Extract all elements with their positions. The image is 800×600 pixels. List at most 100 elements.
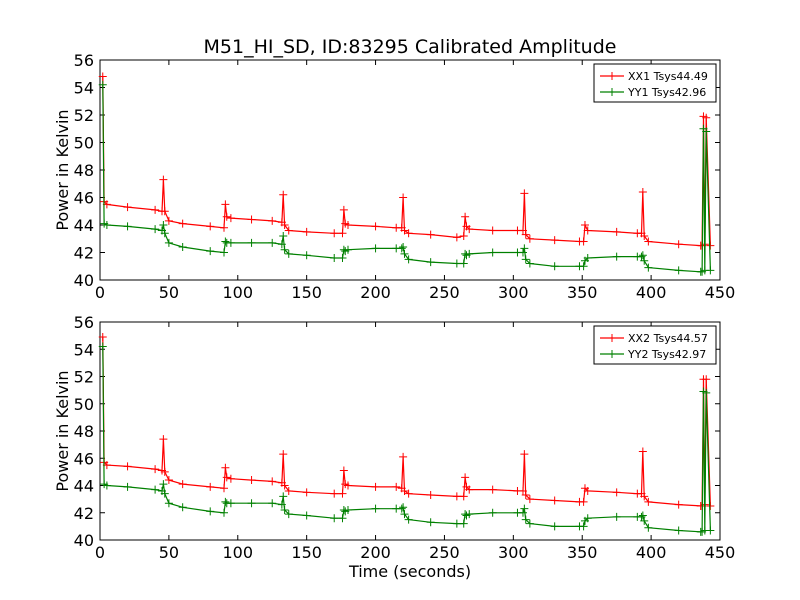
- chart-1-series-1-point: [221, 497, 230, 506]
- chart-0-series-1-point: [302, 251, 311, 260]
- chart-1-series-1-point: [521, 515, 530, 524]
- chart-0-series-1-point: [404, 255, 413, 264]
- chart-0-legend-label-1: YY1 Tsys42.96: [627, 86, 706, 99]
- chart-1-series-0-point: [164, 476, 173, 485]
- chart-1-y-tick-label: 50: [74, 395, 94, 414]
- chart-0-series-0-point: [284, 226, 293, 235]
- chart-1-series-0-point: [461, 473, 470, 482]
- chart-1-series-1-point: [525, 519, 534, 528]
- chart-1-series-0-point: [98, 332, 107, 341]
- chart-0-series-1-point: [123, 222, 132, 231]
- chart-0-series-1-point: [465, 249, 474, 258]
- chart-0-series-0-point: [580, 221, 589, 229]
- chart-1-y-tick-label: 52: [74, 368, 94, 387]
- chart-0-x-tick-label: 200: [360, 283, 391, 302]
- chart-0-series-0-point: [461, 212, 470, 221]
- chart-1-series-0-point: [579, 497, 588, 506]
- chart-1-series-1-point: [404, 515, 413, 524]
- chart-1-series-0-point: [612, 488, 621, 497]
- chart-1-series-1-point: [674, 526, 683, 535]
- chart-1-x-tick-label: 150: [291, 543, 322, 562]
- chart-0-series-0-point: [674, 240, 683, 249]
- chart-0-series-0-point: [612, 227, 621, 236]
- chart-0-series-1-point: [452, 259, 461, 268]
- chart-0-series-1-point: [612, 252, 621, 261]
- chart-1-series-0-point: [280, 481, 289, 490]
- chart-0-series-0-point: [279, 190, 288, 199]
- chart-1-series-1-point: [220, 508, 228, 517]
- chart-0-series-0-point: [644, 237, 653, 246]
- chart-0-series-1-point: [220, 248, 228, 257]
- chart-0-series-0-point: [702, 113, 711, 122]
- chart-0-series-0-point: [404, 229, 413, 238]
- chart-0-series-1-point: [338, 254, 347, 262]
- chart-1-series-1-point: [330, 514, 339, 523]
- chart-0-series-0-point: [268, 216, 277, 225]
- chart-0-series-0-point: [159, 175, 168, 184]
- chart-1-series-1-point: [98, 342, 107, 351]
- chart-0-series-0-point: [706, 241, 715, 250]
- chart-0-series-1-point: [206, 247, 215, 256]
- chart-1-series-1-point: [520, 504, 529, 513]
- chart-0-series-1-point: [521, 255, 530, 264]
- chart-1-y-tick-label: 56: [74, 313, 94, 332]
- chart-0-y-tick-label: 48: [74, 161, 94, 180]
- chart-0-series-1-point: [98, 80, 107, 89]
- chart-0-series-1-point: [284, 249, 293, 258]
- chart-1-series-1-point: [399, 503, 408, 512]
- chart-0-series-0-point: [338, 229, 347, 238]
- chart-1-series-0-point: [247, 476, 256, 485]
- chart-0-series-0-point: [226, 214, 235, 223]
- chart-0-series-0-point: [459, 232, 468, 240]
- figure-title: M51_HI_SD, ID:83295 Calibrated Amplitude: [204, 36, 617, 58]
- chart-1-legend-label-0: XX2 Tsys44.57: [628, 332, 708, 345]
- chart-1-series-1-point: [583, 514, 592, 523]
- chart-0-y-tick-label: 54: [74, 79, 94, 98]
- chart-1-x-tick-label: 50: [159, 543, 179, 562]
- chart-1-series-1-point: [302, 511, 311, 520]
- chart-1-series-0-point: [488, 485, 497, 494]
- chart-0-series-1-point: [640, 256, 649, 265]
- chart-1-series-1-point: [518, 508, 527, 517]
- chart-0-legend: [593, 63, 717, 103]
- chart-1-series-0-point: [518, 486, 527, 495]
- chart-0-series-0-point: [583, 226, 592, 235]
- chart-0-series-1-point: [525, 259, 534, 268]
- chart-0-series-1-point: [344, 245, 352, 254]
- chart-0-series-0-point: [280, 221, 289, 229]
- chart-1-series-1-point: [371, 504, 380, 513]
- chart-0-series-1-point: [279, 232, 288, 240]
- chart-0-series-1-point: [268, 238, 277, 247]
- chart-1-series-0-point: [284, 486, 293, 495]
- chart-1-series-0-point: [392, 482, 401, 491]
- chart-0-series-0-point: [339, 205, 348, 214]
- chart-0-series-0-point: [330, 229, 339, 238]
- chart-0-series-1-point: [638, 251, 647, 260]
- chart-0-series-0-point: [344, 221, 352, 229]
- chart-1-series-1-point: [702, 388, 711, 397]
- chart-0-series-1-point: [247, 238, 256, 247]
- chart-1-series-0-point: [268, 477, 277, 486]
- chart-1-series-1-point: [159, 480, 168, 489]
- chart-1-series-0-point: [371, 482, 380, 491]
- chart-1-series-1-point: [277, 500, 286, 509]
- chart-1-series-0-point: [222, 473, 231, 482]
- chart-0-series-1-point: [579, 262, 588, 271]
- chart-0-x-tick-label: 0: [95, 283, 105, 302]
- chart-1-y-tick-label: 40: [74, 531, 94, 550]
- chart-1-series-1-point: [279, 492, 288, 501]
- chart-1-series-0-point: [525, 495, 534, 504]
- chart-0-series-0-point: [221, 200, 230, 209]
- chart-1-legend-label-1: YY2 Tsys42.97: [627, 348, 706, 361]
- bottom-subplot: 0 50 100 150 200 250 300 350 400 450 40 42 44 46 48 50 5…: [53, 313, 735, 581]
- chart-1-series-1-point: [706, 526, 715, 535]
- chart-1-series-1-line: [102, 346, 711, 533]
- chart-1-series-1-point: [637, 512, 646, 521]
- chart-1-series-0-point: [206, 482, 215, 491]
- chart-0-series-1-point: [159, 221, 168, 229]
- chart-0-x-tick-label: 250: [429, 283, 460, 302]
- chart-0-y-tick-label: 40: [74, 271, 94, 290]
- chart-0-series-1-point: [644, 263, 653, 272]
- chart-0-x-tick-label: 400: [636, 283, 667, 302]
- chart-0-series-0-point: [579, 237, 588, 246]
